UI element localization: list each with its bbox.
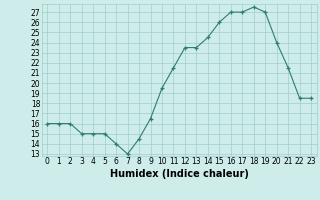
X-axis label: Humidex (Indice chaleur): Humidex (Indice chaleur) bbox=[110, 169, 249, 179]
